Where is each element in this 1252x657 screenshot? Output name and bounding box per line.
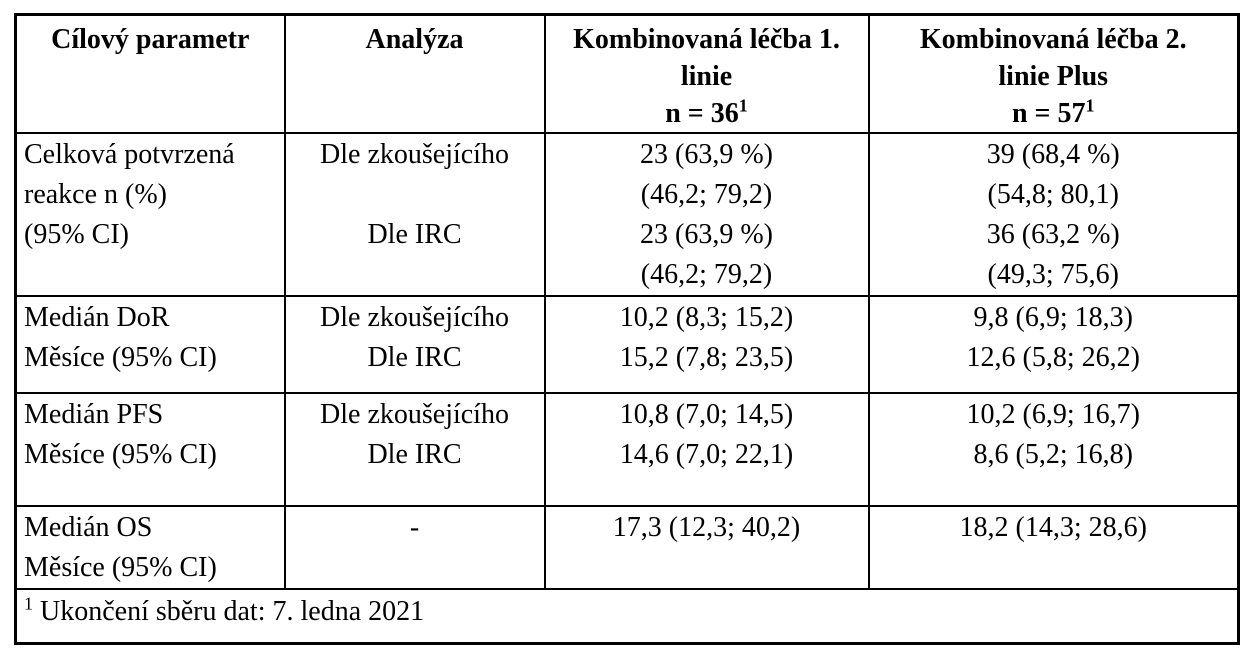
table-row-os: Medián OS Měsíce (95% CI) - 17,3 (12,3; … (14, 505, 1240, 590)
orr-arm2-line1: 39 (68,4 %) (986, 139, 1120, 170)
orr-analysis-line3: Dle IRC (367, 219, 462, 250)
orr-arm1-line2: (46,2; 79,2) (640, 179, 773, 210)
os-param-line1: Medián OS (24, 512, 153, 543)
footnote-ref-arm2: 1 (1085, 95, 1095, 116)
orr-arm2-line2: (54,8; 80,1) (987, 179, 1119, 210)
pfs-param-line1: Medián PFS (24, 399, 164, 430)
cell-dor-param: Medián DoR Měsíce (95% CI) (14, 295, 286, 394)
orr-param-line1: Celková potvrzená (24, 139, 235, 170)
orr-analysis-line1: Dle zkoušejícího (320, 139, 509, 170)
pfs-analysis-line2: Dle IRC (367, 439, 462, 470)
header-cell-endpoint: Cílový parametr (14, 13, 286, 134)
dor-param-line1: Medián DoR (24, 302, 170, 333)
pfs-arm1-line1: 10,8 (7,0; 14,5) (619, 399, 794, 430)
header-arm1-n: n = 361 (547, 95, 867, 131)
orr-arm1-line3: 23 (63,9 %) (640, 219, 773, 250)
cell-pfs-arm1: 10,8 (7,0; 14,5) 14,6 (7,0; 22,1) (543, 392, 870, 507)
cell-pfs-arm2: 10,2 (6,9; 16,7) 8,6 (5,2; 16,8) (867, 392, 1240, 507)
dor-arm2-line1: 9,8 (6,9; 18,3) (973, 302, 1133, 333)
os-arm1-line1: 17,3 (12,3; 40,2) (612, 512, 801, 543)
dor-analysis-line1: Dle zkoušejícího (320, 302, 509, 333)
header-arm2-n: n = 571 (871, 95, 1237, 131)
footnote-row: 1 Ukončení sběru dat: 7. ledna 2021 (14, 588, 1240, 644)
cell-pfs-param: Medián PFS Měsíce (95% CI) (14, 392, 286, 507)
os-arm2-line1: 18,2 (14,3; 28,6) (959, 512, 1147, 543)
header-analysis-label: Analýza (365, 24, 464, 55)
cell-os-arm1: 17,3 (12,3; 40,2) (543, 505, 870, 590)
header-cell-arm1: Kombinovaná léčba 1. linie n = 361 (543, 13, 870, 134)
cell-os-arm2: 18,2 (14,3; 28,6) (867, 505, 1240, 590)
dor-arm1-line2: 15,2 (7,8; 23,5) (619, 342, 794, 373)
orr-arm1-line4: (46,2; 79,2) (640, 259, 773, 290)
cell-dor-arm2: 9,8 (6,9; 18,3) 12,6 (5,8; 26,2) (867, 295, 1240, 394)
table-row-dor: Medián DoR Měsíce (95% CI) Dle zkoušejíc… (14, 295, 1240, 394)
header-arm1-line1: Kombinovaná léčba 1. (573, 24, 840, 55)
header-row: Cílový parametr Analýza Kombinovaná léčb… (14, 13, 1240, 134)
orr-analysis-line2 (287, 175, 543, 215)
footnote-marker: 1 (24, 593, 33, 614)
pfs-param-line2: Měsíce (95% CI) (24, 439, 217, 470)
cell-orr-arm1: 23 (63,9 %) (46,2; 79,2) 23 (63,9 %) (46… (543, 132, 870, 297)
orr-arm1-line1: 23 (63,9 %) (640, 139, 773, 170)
dor-arm1-line1: 10,2 (8,3; 15,2) (619, 302, 794, 333)
os-param-line2: Měsíce (95% CI) (24, 552, 217, 583)
header-cell-analysis: Analýza (283, 13, 546, 134)
orr-arm2-line4: (49,3; 75,6) (987, 259, 1119, 290)
os-analysis-line1: - (409, 512, 420, 543)
header-arm1-line2: linie (680, 61, 733, 92)
table-row-orr: Celková potvrzená reakce n (%) (95% CI) … (14, 132, 1240, 297)
orr-param-line2: reakce n (%) (24, 179, 168, 210)
footnote-body: Ukončení sběru dat: 7. ledna 2021 (40, 596, 425, 627)
cell-dor-analysis: Dle zkoušejícího Dle IRC (283, 295, 546, 394)
cell-pfs-analysis: Dle zkoušejícího Dle IRC (283, 392, 546, 507)
header-arm2-line1: Kombinovaná léčba 2. (919, 24, 1187, 55)
pfs-arm2-line1: 10,2 (6,9; 16,7) (966, 399, 1140, 430)
header-arm2-line2: linie Plus (998, 61, 1109, 92)
cell-orr-arm2: 39 (68,4 %) (54,8; 80,1) 36 (63,2 %) (49… (867, 132, 1240, 297)
results-table: Cílový parametr Analýza Kombinovaná léčb… (14, 13, 1240, 645)
orr-arm2-line3: 36 (63,2 %) (986, 219, 1120, 250)
pfs-arm1-line2: 14,6 (7,0; 22,1) (619, 439, 794, 470)
footnote-text: 1 Ukončení sběru dat: 7. ledna 2021 (24, 592, 1237, 632)
cell-orr-param: Celková potvrzená reakce n (%) (95% CI) (14, 132, 286, 297)
cell-orr-analysis: Dle zkoušejícího Dle IRC (283, 132, 546, 297)
arm2-n-value: n = 57 (1011, 98, 1086, 129)
footnote-ref-arm1: 1 (738, 95, 748, 116)
dor-arm2-line2: 12,6 (5,8; 26,2) (966, 342, 1140, 373)
dor-param-line2: Měsíce (95% CI) (24, 342, 217, 373)
pfs-analysis-line1: Dle zkoušejícího (320, 399, 509, 430)
dor-analysis-line2: Dle IRC (367, 342, 462, 373)
cell-os-analysis: - (283, 505, 546, 590)
cell-os-param: Medián OS Měsíce (95% CI) (14, 505, 286, 590)
cell-dor-arm1: 10,2 (8,3; 15,2) 15,2 (7,8; 23,5) (543, 295, 870, 394)
header-endpoint-label: Cílový parametr (51, 24, 250, 55)
table-row-pfs: Medián PFS Měsíce (95% CI) Dle zkoušejíc… (14, 392, 1240, 507)
header-cell-arm2: Kombinovaná léčba 2. linie Plus n = 571 (867, 13, 1240, 134)
orr-analysis-line4 (287, 255, 543, 294)
pfs-arm2-line2: 8,6 (5,2; 16,8) (973, 439, 1133, 470)
footnote-cell: 1 Ukončení sběru dat: 7. ledna 2021 (14, 588, 1240, 644)
orr-param-line3: (95% CI) (24, 219, 129, 250)
arm1-n-value: n = 36 (665, 98, 739, 129)
